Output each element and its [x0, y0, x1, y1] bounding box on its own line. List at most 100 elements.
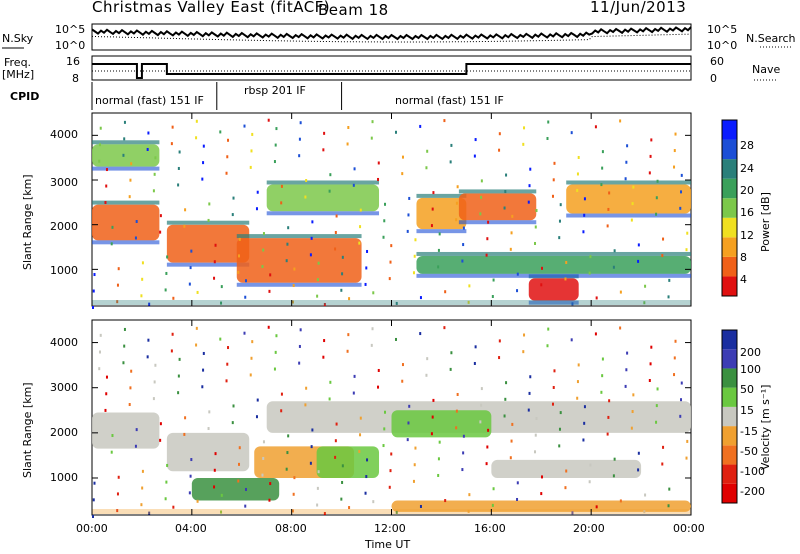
power-speckle [159, 214, 162, 218]
freq-label: Freq. [4, 56, 32, 69]
power-band-rim-bot-1 [92, 166, 160, 171]
power-speckle [219, 130, 222, 134]
power-speckle [511, 214, 514, 218]
power-speckle [649, 154, 652, 158]
power-colorbar-cell-4 [722, 198, 737, 218]
power-speckle [323, 131, 326, 135]
power-speckle [372, 291, 375, 295]
power-speckle [455, 218, 458, 222]
power-speckle [371, 120, 374, 124]
power-speckle [498, 132, 501, 136]
power-speckle [269, 273, 272, 277]
power-speckle [510, 231, 513, 235]
velocity-speckle [588, 480, 591, 484]
velocity-speckle [455, 409, 458, 413]
power-band-rim-top-6 [458, 189, 537, 194]
velocity-speckle [668, 487, 671, 491]
power-speckle [195, 119, 198, 123]
velocity-speckle [437, 457, 440, 461]
power-speckle [134, 236, 137, 240]
velocity-speckle [274, 350, 277, 354]
velocity-speckle [619, 326, 622, 330]
velocity-colorbar-cell-4 [722, 406, 737, 427]
velocity-speckle [632, 393, 635, 397]
velocity-speckle [631, 410, 634, 414]
velocity-speckle [341, 480, 344, 484]
power-speckle [388, 277, 391, 281]
velocity-speckle [505, 381, 508, 385]
velocity-band-1 [166, 432, 250, 472]
velocity-speckle [164, 497, 167, 501]
power-speckle [99, 126, 102, 130]
vel-cbar-tick-m200: -200 [740, 485, 765, 498]
velocity-speckle [273, 367, 276, 371]
power-speckle [486, 237, 489, 241]
power-band-rim-bot-2 [166, 262, 250, 267]
power-speckle [358, 241, 361, 245]
velocity-colorbar-cell-7 [722, 349, 737, 369]
power-speckle [595, 296, 598, 300]
velocity-speckle [474, 345, 477, 349]
velocity-speckle [529, 375, 532, 379]
power-speckle [455, 201, 458, 205]
velocity-speckle [608, 399, 611, 403]
power-speckle [238, 237, 241, 241]
velocity-speckle [183, 432, 186, 436]
power-speckle [553, 161, 556, 165]
velocity-speckle [480, 403, 483, 407]
power-speckle [177, 166, 180, 170]
power-speckle [231, 213, 234, 217]
power-speckle [565, 260, 568, 264]
power-speckle [419, 124, 422, 128]
velocity-speckle [491, 503, 494, 507]
power-speckle [366, 249, 369, 253]
velocity-speckle [346, 349, 349, 353]
velocity-speckle [564, 486, 567, 490]
power-speckle [184, 208, 187, 212]
noise-tick-low: 10^0 [55, 39, 86, 52]
velocity-speckle [352, 391, 355, 395]
power-band-4 [266, 184, 380, 212]
velocity-speckle [552, 385, 555, 389]
velocity-speckle [190, 458, 193, 462]
power-speckle [170, 142, 173, 146]
velocity-speckle [231, 421, 234, 425]
velocity-speckle [408, 404, 411, 408]
power-speckle [116, 283, 119, 287]
power-speckle [414, 238, 417, 242]
power-speckle [685, 248, 688, 252]
power-speckle [328, 189, 331, 193]
velocity-band-0 [92, 412, 160, 449]
power-speckle [522, 142, 525, 146]
velocity-speckle [298, 344, 301, 348]
power-speckle [348, 297, 351, 301]
power-speckle [129, 178, 132, 182]
velocity-speckle [438, 440, 441, 444]
velocity-speckle [177, 391, 180, 395]
power-speckle [365, 266, 368, 270]
velocity-band-6 [391, 410, 492, 438]
power-speckle [238, 254, 241, 258]
power-speckle [122, 153, 125, 157]
velocity-speckle [92, 515, 94, 518]
velocity-speckle [159, 422, 162, 426]
power-speckle [541, 266, 544, 270]
power-speckle [291, 300, 294, 304]
velocity-speckle [358, 449, 361, 453]
power-speckle [456, 185, 459, 189]
xtick-0: 00:00 [76, 522, 108, 535]
power-speckle [111, 225, 114, 229]
velocity-speckle [570, 338, 573, 342]
velocity-speckle [534, 433, 537, 437]
power-speckle [334, 230, 337, 234]
power-speckle [316, 278, 319, 282]
velocity-speckle [630, 426, 633, 430]
power-speckle [105, 184, 108, 188]
velocity-speckle [202, 368, 205, 372]
power-speckle [188, 282, 191, 286]
velocity-speckle [522, 350, 525, 354]
velocity-speckle [377, 368, 380, 372]
power-speckle [377, 161, 380, 165]
velocity-speckle [213, 468, 216, 472]
power-speckle [352, 183, 355, 187]
